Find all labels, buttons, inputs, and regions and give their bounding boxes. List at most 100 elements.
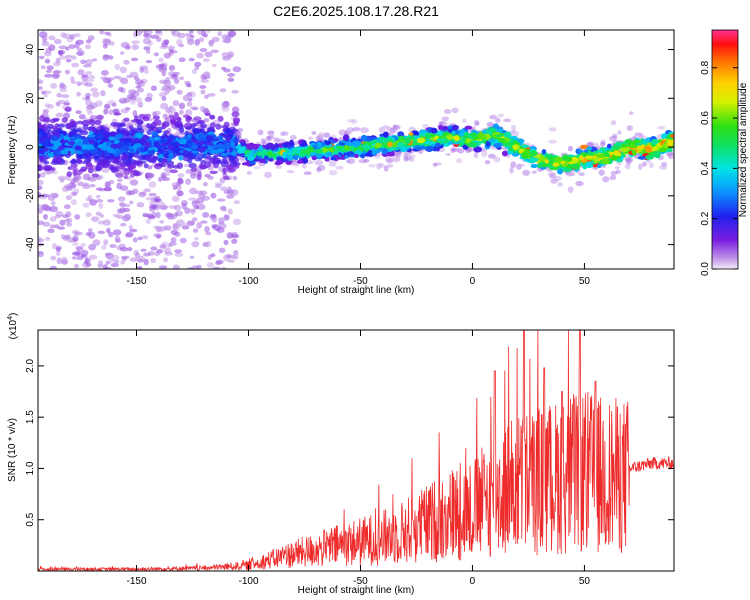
heatmap-cell bbox=[38, 55, 45, 60]
heatmap-cell bbox=[435, 142, 441, 148]
heatmap-cell bbox=[231, 238, 238, 244]
heatmap-cell bbox=[450, 147, 456, 154]
heatmap-cell bbox=[179, 76, 185, 81]
heatmap-cell bbox=[119, 247, 129, 252]
heatmap-cell bbox=[361, 134, 367, 142]
heatmap-cell bbox=[205, 231, 212, 236]
heatmap-cell bbox=[391, 127, 398, 133]
heatmap-cell bbox=[156, 36, 162, 43]
heatmap-cell bbox=[210, 49, 219, 53]
heatmap-cell bbox=[50, 160, 60, 165]
heatmap-cell bbox=[293, 163, 300, 167]
heatmap-cell bbox=[217, 135, 224, 140]
heatmap-cell bbox=[547, 172, 556, 177]
heatmap-cell bbox=[316, 167, 321, 172]
heatmap-cell bbox=[227, 259, 235, 263]
heatmap-cell bbox=[162, 177, 170, 181]
heatmap-cell bbox=[78, 114, 86, 120]
heatmap-cell bbox=[455, 158, 463, 164]
heatmap-cell bbox=[65, 195, 72, 201]
heatmap-cell bbox=[63, 204, 71, 209]
heatmap-cell bbox=[212, 266, 221, 269]
heatmap-cell bbox=[95, 199, 104, 203]
heatmap-cell bbox=[432, 162, 438, 167]
heatmap-cell bbox=[112, 213, 120, 218]
heatmap-cell bbox=[81, 144, 89, 150]
heatmap-cell bbox=[484, 160, 491, 165]
heatmap-cell bbox=[471, 126, 477, 131]
heatmap-cell bbox=[49, 192, 55, 198]
heatmap-cell bbox=[120, 255, 130, 259]
heatmap-cell bbox=[125, 122, 131, 130]
heatmap-cell bbox=[159, 244, 167, 249]
heatmap-cell bbox=[47, 228, 55, 233]
heatmap-cell bbox=[85, 95, 90, 101]
heatmap-cell bbox=[610, 120, 617, 126]
heatmap-cell bbox=[433, 162, 443, 166]
heatmap-cell bbox=[213, 162, 219, 169]
heatmap-cell bbox=[338, 129, 347, 136]
heatmap-cell bbox=[59, 178, 65, 183]
heatmap-cell bbox=[125, 44, 130, 49]
heatmap-cells bbox=[38, 30, 674, 269]
heatmap-cell bbox=[56, 150, 61, 155]
heatmap-cell bbox=[81, 249, 87, 254]
heatmap-cell bbox=[210, 253, 216, 258]
heatmap-cell bbox=[120, 108, 129, 114]
heatmap-cell bbox=[268, 130, 275, 137]
heatmap-cell bbox=[186, 116, 193, 121]
heatmap-cell bbox=[143, 163, 149, 169]
heatmap-cell bbox=[206, 262, 215, 268]
heatmap-cell bbox=[177, 116, 182, 122]
heatmap-cell bbox=[223, 68, 231, 73]
heatmap-cell bbox=[61, 117, 68, 123]
heatmap-cell bbox=[386, 158, 394, 164]
heatmap-cell bbox=[173, 224, 180, 231]
heatmap-cell bbox=[96, 150, 103, 156]
heatmap-cell bbox=[438, 121, 444, 125]
heatmap-cell bbox=[386, 152, 395, 157]
heatmap-cell bbox=[565, 172, 573, 177]
heatmap-cell bbox=[158, 92, 167, 97]
heatmap-cell bbox=[578, 172, 585, 176]
heatmap-cell bbox=[38, 179, 44, 186]
heatmap-cell bbox=[75, 246, 84, 251]
heatmap-cell bbox=[351, 118, 358, 125]
heatmap-cell bbox=[289, 134, 297, 141]
heatmap-cell bbox=[128, 225, 133, 230]
heatmap-cell bbox=[60, 256, 68, 263]
heatmap-cell bbox=[301, 163, 307, 169]
heatmap-cell bbox=[110, 122, 119, 127]
heatmap-cell bbox=[232, 162, 241, 166]
heatmap-cell bbox=[226, 232, 234, 239]
heatmap-cell bbox=[438, 121, 448, 126]
heatmap-cell bbox=[153, 195, 161, 203]
heatmap-cell bbox=[168, 114, 175, 119]
heatmap-cell bbox=[397, 135, 405, 142]
heatmap-cell bbox=[142, 37, 151, 45]
heatmap-cell bbox=[390, 127, 396, 134]
heatmap-cell bbox=[286, 154, 294, 161]
heatmap-cell bbox=[216, 159, 222, 165]
heatmap-cell bbox=[262, 140, 267, 146]
heatmap-cell bbox=[118, 86, 124, 92]
heatmap-cell bbox=[128, 89, 137, 95]
heatmap-cell bbox=[65, 217, 73, 224]
heatmap-cell bbox=[58, 45, 67, 50]
heatmap-cell bbox=[122, 154, 129, 160]
heatmap-cell bbox=[65, 234, 71, 239]
heatmap-cell bbox=[137, 155, 146, 161]
heatmap-cell bbox=[600, 141, 606, 148]
heatmap-cell bbox=[216, 227, 225, 233]
heatmap-cell bbox=[140, 248, 147, 252]
heatmap-cell bbox=[80, 243, 86, 247]
heatmap-cell bbox=[318, 132, 325, 139]
heatmap-cell bbox=[200, 79, 209, 83]
heatmap-cell bbox=[167, 243, 173, 248]
heatmap-cell bbox=[382, 125, 389, 129]
heatmap-cell bbox=[409, 156, 415, 162]
heatmap-cell bbox=[74, 231, 83, 236]
heatmap-cell bbox=[209, 170, 219, 174]
heatmap-cell bbox=[317, 164, 326, 171]
heatmap-cell bbox=[47, 151, 55, 158]
